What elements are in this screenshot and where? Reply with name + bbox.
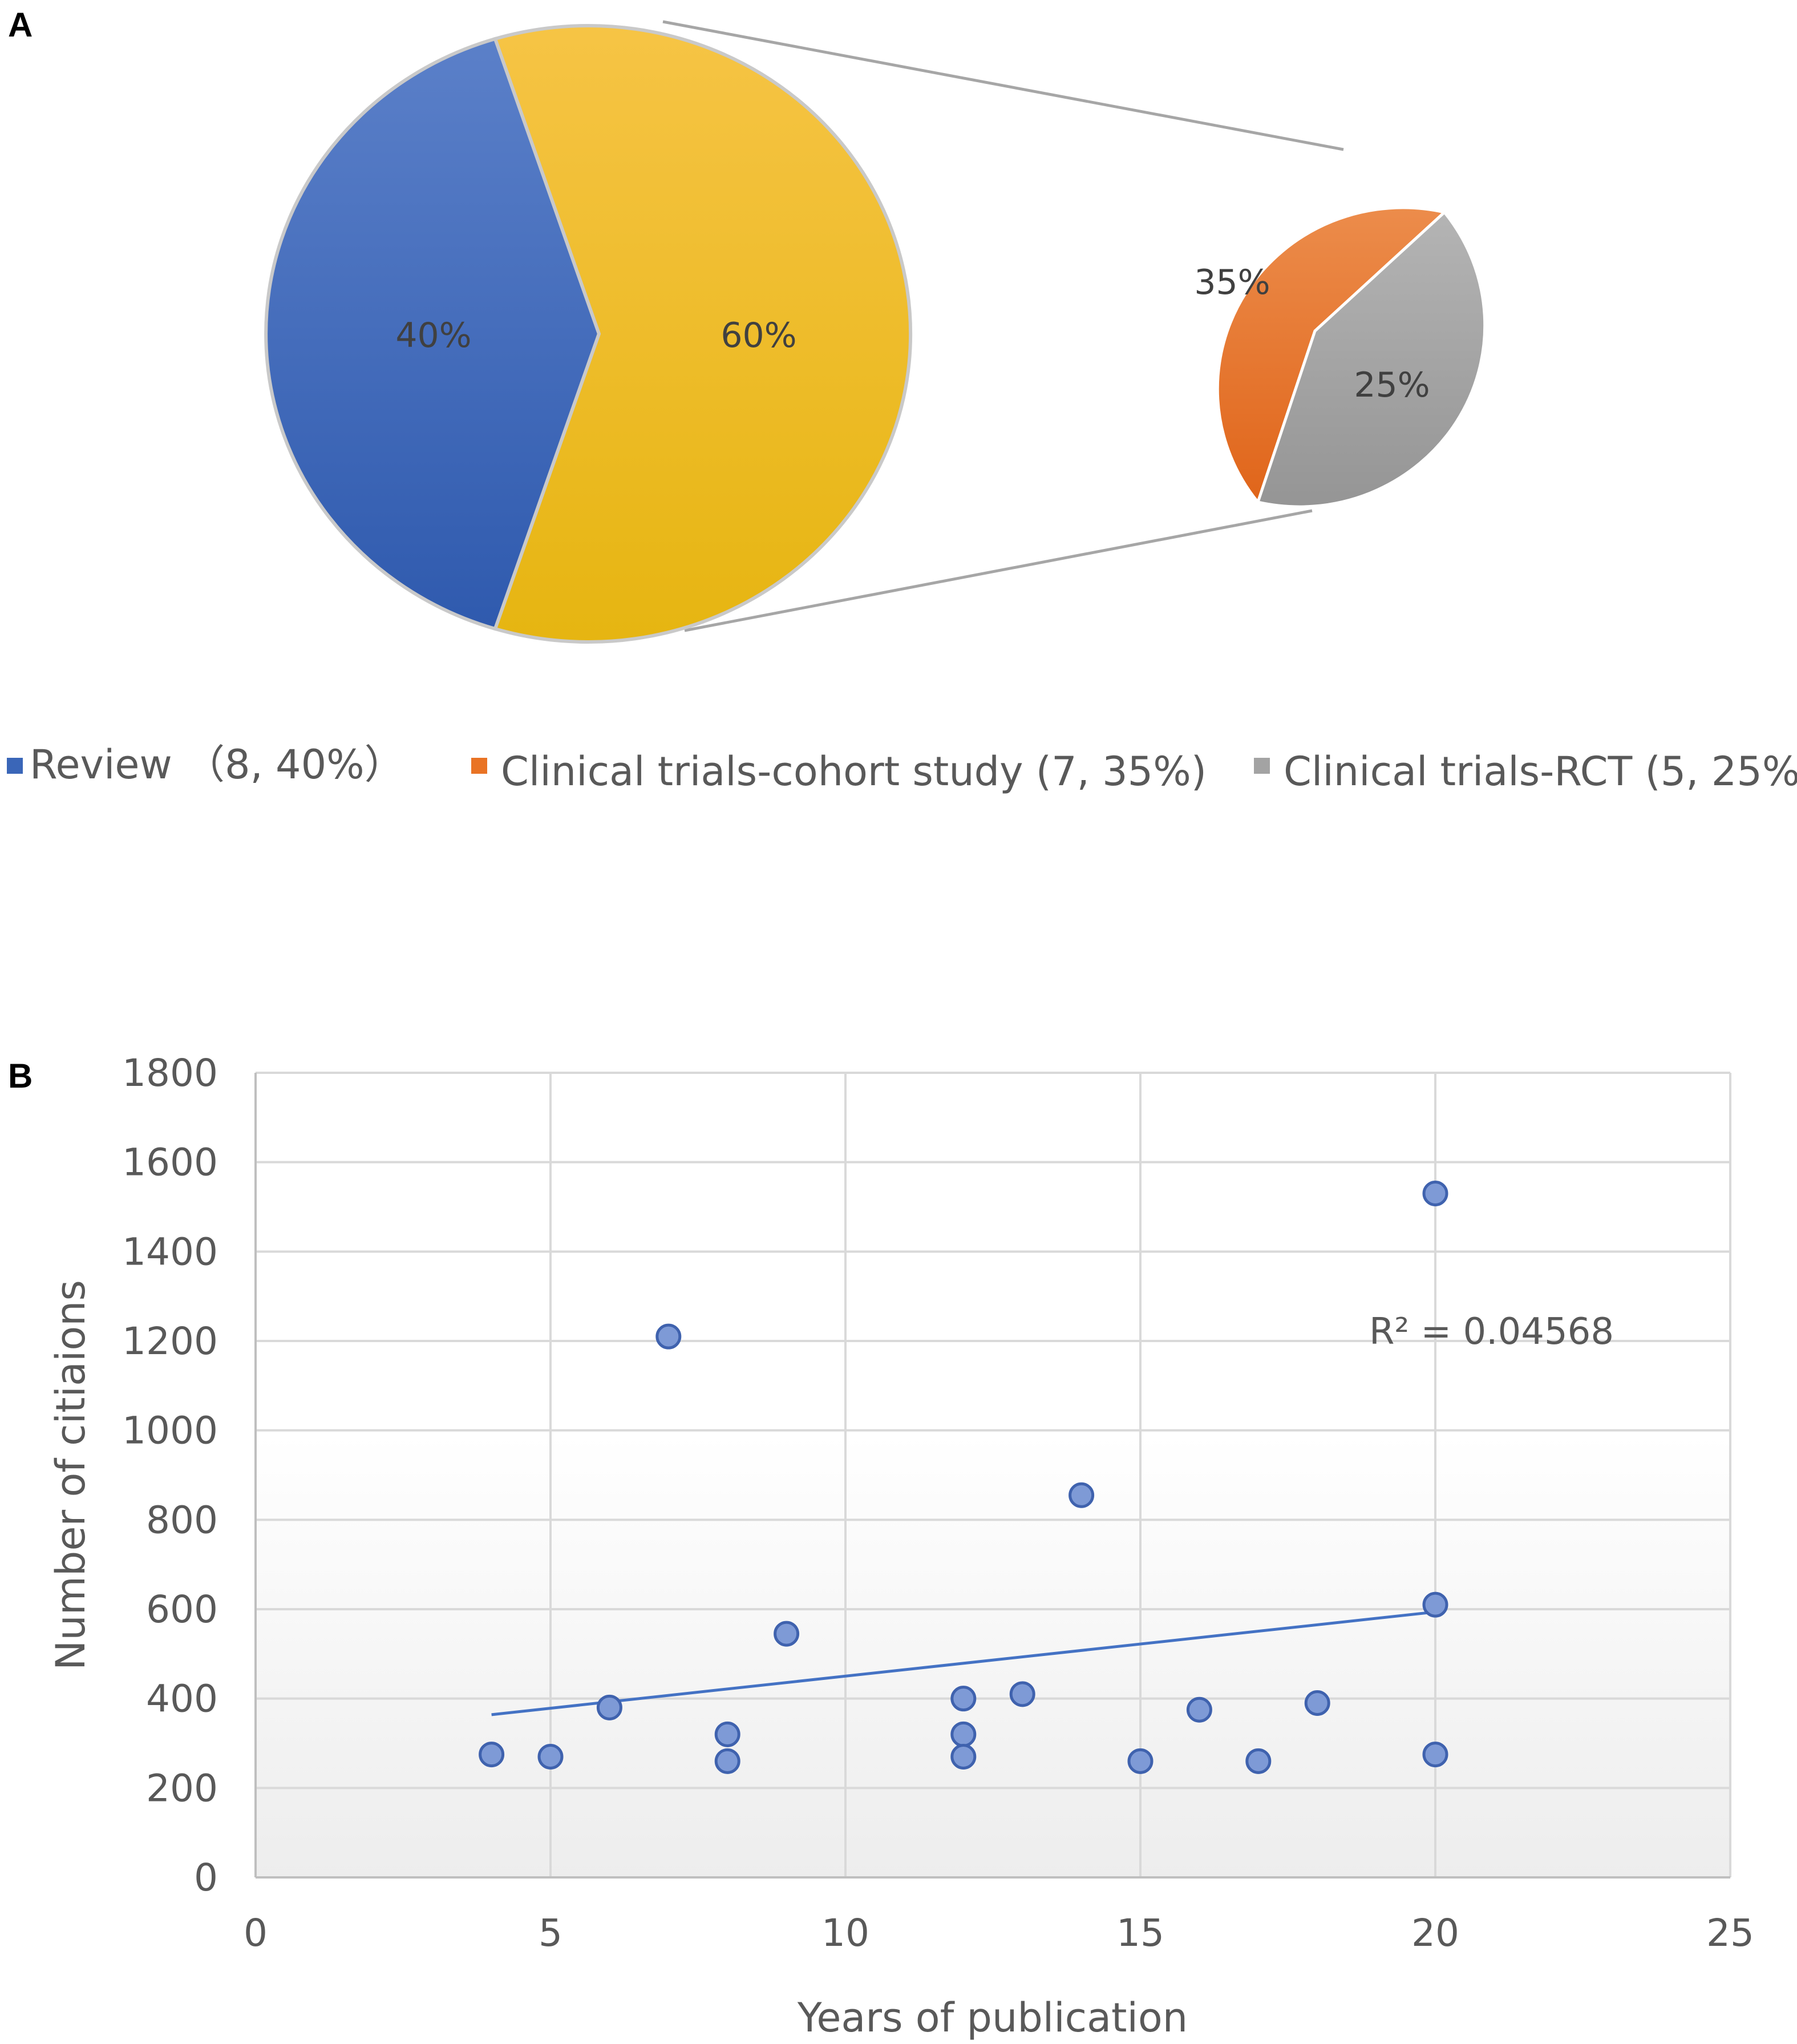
y-tick-label: 200 bbox=[146, 1766, 218, 1810]
sub-pie: 35% 25% bbox=[1194, 206, 1487, 508]
x-tick-label: 20 bbox=[1411, 1911, 1459, 1955]
legend-text-rct: Clinical trials-RCT (5, 25%) bbox=[1284, 748, 1797, 795]
data-points bbox=[479, 1181, 1448, 1774]
y-tick-label: 1800 bbox=[122, 1051, 218, 1095]
data-point bbox=[950, 1686, 977, 1712]
data-point bbox=[950, 1721, 977, 1747]
y-tick-label: 400 bbox=[146, 1677, 218, 1721]
legend-text-cohort-study: Clinical trials-cohort study (7, 35%) bbox=[501, 748, 1207, 795]
plot-area bbox=[256, 1073, 1730, 1877]
y-tick-label: 1600 bbox=[122, 1141, 218, 1185]
x-tick-label: 25 bbox=[1706, 1911, 1754, 1955]
trendline-group bbox=[491, 1610, 1436, 1716]
legend-swatch-rct bbox=[1254, 758, 1270, 774]
data-point bbox=[1186, 1696, 1212, 1723]
data-point bbox=[537, 1744, 564, 1770]
data-point bbox=[774, 1621, 800, 1647]
grid-lines bbox=[254, 1072, 1731, 1879]
y-tick-label: 600 bbox=[146, 1587, 218, 1631]
legend-swatch-review bbox=[7, 758, 23, 774]
data-point bbox=[714, 1721, 740, 1747]
data-point bbox=[1127, 1748, 1154, 1774]
legend-text-review: Review （8, 40%） bbox=[30, 741, 404, 788]
y-tick-label: 800 bbox=[146, 1498, 218, 1542]
data-point bbox=[950, 1744, 977, 1770]
x-tick-label: 15 bbox=[1116, 1911, 1164, 1955]
y-tick-label: 1200 bbox=[122, 1319, 218, 1363]
y-tick-label: 1400 bbox=[122, 1230, 218, 1274]
y-axis-title: Number of citiaions bbox=[47, 1280, 94, 1670]
pie-slice-rct bbox=[1256, 210, 1487, 508]
data-point bbox=[1069, 1482, 1095, 1508]
y-tick-label: 0 bbox=[194, 1856, 218, 1900]
scatter-plot: 0 200 400 600 800 1000 1200 1400 1600 1800 0 5 10 15… bbox=[47, 1051, 1754, 2041]
pie-label-review: 40% bbox=[395, 316, 471, 356]
y-tick-label: 1000 bbox=[122, 1409, 218, 1453]
data-point bbox=[1422, 1742, 1448, 1768]
r-squared-label: R² = 0.04568 bbox=[1369, 1311, 1614, 1353]
data-point bbox=[655, 1323, 682, 1350]
data-point bbox=[1245, 1748, 1272, 1774]
x-tick-label: 5 bbox=[539, 1911, 562, 1955]
data-point bbox=[596, 1694, 622, 1720]
pie-slice-cohort-study bbox=[1216, 206, 1448, 506]
data-point bbox=[1422, 1181, 1448, 1206]
x-tick-labels: 0 5 10 15 20 25 bbox=[244, 1911, 1754, 1955]
trendline bbox=[491, 1610, 1436, 1716]
pie-label-cohort-study: 35% bbox=[1194, 262, 1270, 302]
data-point bbox=[1422, 1591, 1448, 1618]
x-tick-label: 0 bbox=[244, 1911, 268, 1955]
pie-legend: Review （8, 40%） Clinical trials-cohort s… bbox=[7, 741, 1797, 795]
legend-swatch-cohort-study bbox=[471, 758, 487, 774]
pie-label-rct: 25% bbox=[1354, 365, 1430, 405]
data-point bbox=[479, 1742, 505, 1768]
x-tick-label: 10 bbox=[821, 1911, 869, 1955]
panel-a-label: A bbox=[8, 6, 33, 44]
x-axis-title: Years of publication bbox=[797, 1994, 1188, 2041]
pie-slice-clinical-trials bbox=[493, 24, 913, 644]
y-tick-labels: 0 200 400 600 800 1000 1200 1400 1600 1800 bbox=[122, 1051, 218, 1900]
data-point bbox=[714, 1748, 740, 1774]
connector-line-bottom bbox=[684, 509, 1313, 632]
connector-line-top bbox=[662, 20, 1344, 151]
data-point bbox=[1009, 1681, 1035, 1707]
pie-slice-review bbox=[264, 37, 601, 631]
data-point bbox=[1304, 1690, 1330, 1716]
pie-label-clinical-trials: 60% bbox=[721, 316, 796, 356]
panel-b-label: B bbox=[8, 1057, 33, 1095]
main-pie: 40% 60% bbox=[264, 24, 913, 644]
